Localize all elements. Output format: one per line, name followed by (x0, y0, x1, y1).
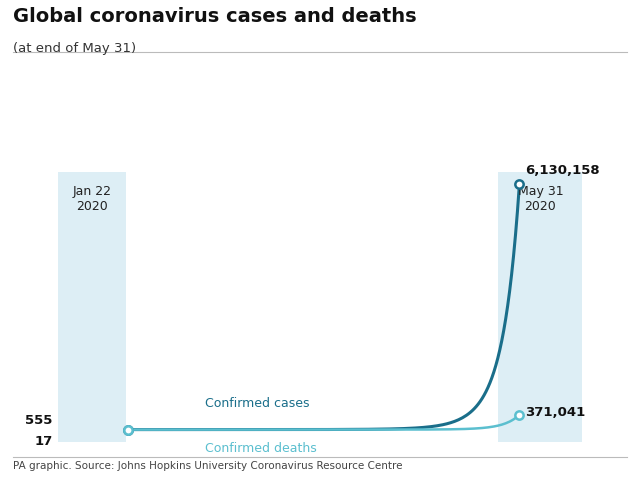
Text: PA graphic. Source: Johns Hopkins University Coronavirus Resource Centre: PA graphic. Source: Johns Hopkins Univer… (13, 462, 403, 471)
Text: 555: 555 (25, 414, 52, 427)
Text: Jan 22
2020: Jan 22 2020 (72, 185, 111, 213)
Text: May 31
2020: May 31 2020 (518, 185, 563, 213)
Text: 17: 17 (34, 435, 52, 447)
Text: Global coronavirus cases and deaths: Global coronavirus cases and deaths (13, 7, 417, 27)
Bar (58, 172, 126, 442)
Text: (at end of May 31): (at end of May 31) (13, 42, 136, 55)
Text: Confirmed deaths: Confirmed deaths (205, 442, 316, 455)
Text: 6,130,158: 6,130,158 (525, 164, 599, 177)
Text: 371,041: 371,041 (525, 406, 585, 419)
Text: Confirmed cases: Confirmed cases (205, 397, 309, 410)
Bar (499, 172, 582, 442)
